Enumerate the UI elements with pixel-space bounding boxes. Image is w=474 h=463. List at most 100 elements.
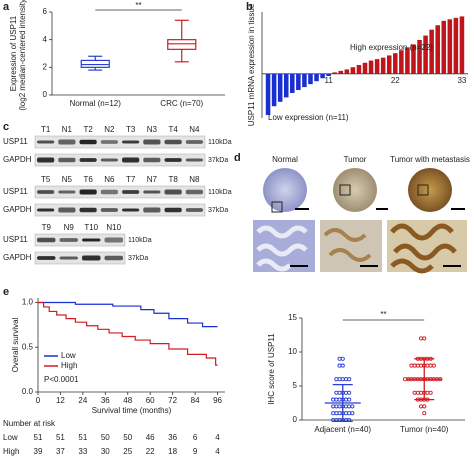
ihc-image xyxy=(320,220,382,272)
blot-band xyxy=(37,190,55,194)
survival-curve xyxy=(38,301,218,328)
risk-value: 30 xyxy=(101,447,110,456)
blot-band xyxy=(143,157,161,163)
bar xyxy=(314,73,319,82)
point xyxy=(337,404,342,409)
bar xyxy=(399,50,404,74)
point xyxy=(350,404,355,409)
lane-label: T2 xyxy=(83,125,93,134)
bar xyxy=(405,47,410,74)
bar xyxy=(356,65,362,74)
blot-band xyxy=(104,237,123,243)
bar xyxy=(350,67,356,74)
x-tick-label: Normal (n=12) xyxy=(70,99,122,108)
point xyxy=(415,363,420,368)
blot-strip xyxy=(34,153,206,167)
bar xyxy=(423,35,428,74)
y-tick-label: 0.0 xyxy=(22,387,34,396)
significance: ** xyxy=(380,310,386,319)
bar xyxy=(393,53,398,74)
point xyxy=(337,411,342,416)
bar xyxy=(308,73,313,85)
risk-value: 25 xyxy=(123,447,132,456)
panel-label: e xyxy=(3,286,9,298)
blot-band xyxy=(59,256,78,260)
risk-value: 50 xyxy=(101,433,110,442)
risk-value: 22 xyxy=(146,447,155,456)
blot-band xyxy=(58,190,76,194)
point xyxy=(343,397,349,402)
lane-label: T7 xyxy=(126,175,136,184)
blot-band xyxy=(122,140,140,144)
point xyxy=(418,363,424,368)
bar xyxy=(380,57,386,74)
protein-label: USP11 xyxy=(3,235,28,244)
x-tick-label: 84 xyxy=(191,396,200,405)
bar xyxy=(271,73,277,107)
lane-label: T6 xyxy=(83,175,93,184)
x-axis-label: Survival time (months) xyxy=(92,406,172,415)
y-tick-label: 10 xyxy=(288,347,297,356)
bar xyxy=(320,73,325,79)
lane-label: N7 xyxy=(147,175,158,184)
ihc-texture xyxy=(390,223,457,274)
blot-band xyxy=(164,207,182,213)
blot-band xyxy=(164,139,182,145)
significance: ** xyxy=(135,1,141,10)
blot-band xyxy=(185,208,203,212)
bar xyxy=(290,73,295,93)
lane-label: N1 xyxy=(62,125,73,134)
point xyxy=(334,404,339,409)
point xyxy=(350,411,355,416)
point xyxy=(337,390,342,395)
bar xyxy=(368,60,374,74)
size-label: 110kDa xyxy=(128,237,152,244)
x-tick-label: CRC (n=70) xyxy=(160,99,203,108)
point xyxy=(347,404,352,409)
blot-band xyxy=(143,139,161,145)
y-axis-label: Overall survival xyxy=(11,317,20,372)
annotation: High expression (n=22) xyxy=(350,43,433,52)
bar xyxy=(374,59,380,74)
blot-strip xyxy=(34,251,126,265)
y-tick-label: 2 xyxy=(43,62,48,71)
x-tick-label: 72 xyxy=(168,396,177,405)
risk-table-title: Number at risk xyxy=(3,419,56,428)
blot-band xyxy=(79,189,97,195)
point xyxy=(343,377,349,382)
size-label: 37kDa xyxy=(128,255,148,262)
point xyxy=(334,390,339,395)
ihc-image xyxy=(333,168,377,212)
panel-label: a xyxy=(3,1,10,13)
blot-strip xyxy=(34,135,206,149)
point xyxy=(334,411,339,416)
point xyxy=(337,397,342,402)
point xyxy=(412,390,417,395)
blot-band xyxy=(122,190,140,194)
risk-value: 36 xyxy=(168,433,177,442)
lane-label: N2 xyxy=(104,125,115,134)
blot-band xyxy=(164,189,182,195)
x-tick-label: Tumor (n=40) xyxy=(400,425,449,434)
scale-bar xyxy=(290,208,465,267)
point xyxy=(343,390,349,395)
panel-label: b xyxy=(246,1,253,13)
point xyxy=(428,363,433,368)
blot-band xyxy=(79,139,97,145)
x-tick-label: 11 xyxy=(324,76,333,85)
point xyxy=(418,390,424,395)
blot-band xyxy=(100,140,118,144)
blot-band xyxy=(37,140,55,144)
bar xyxy=(447,19,453,74)
point xyxy=(347,377,352,382)
blot-band xyxy=(37,237,56,243)
bar xyxy=(459,16,465,74)
bar xyxy=(441,20,447,74)
y-axis-label: USP11 mRNA expression in tissue xyxy=(247,3,256,126)
blot-band xyxy=(143,207,161,213)
legend-label: High xyxy=(61,361,77,370)
lane-label: T4 xyxy=(168,125,178,134)
point xyxy=(343,411,349,416)
y-tick-label: 0 xyxy=(43,90,48,99)
risk-value: 50 xyxy=(123,433,132,442)
